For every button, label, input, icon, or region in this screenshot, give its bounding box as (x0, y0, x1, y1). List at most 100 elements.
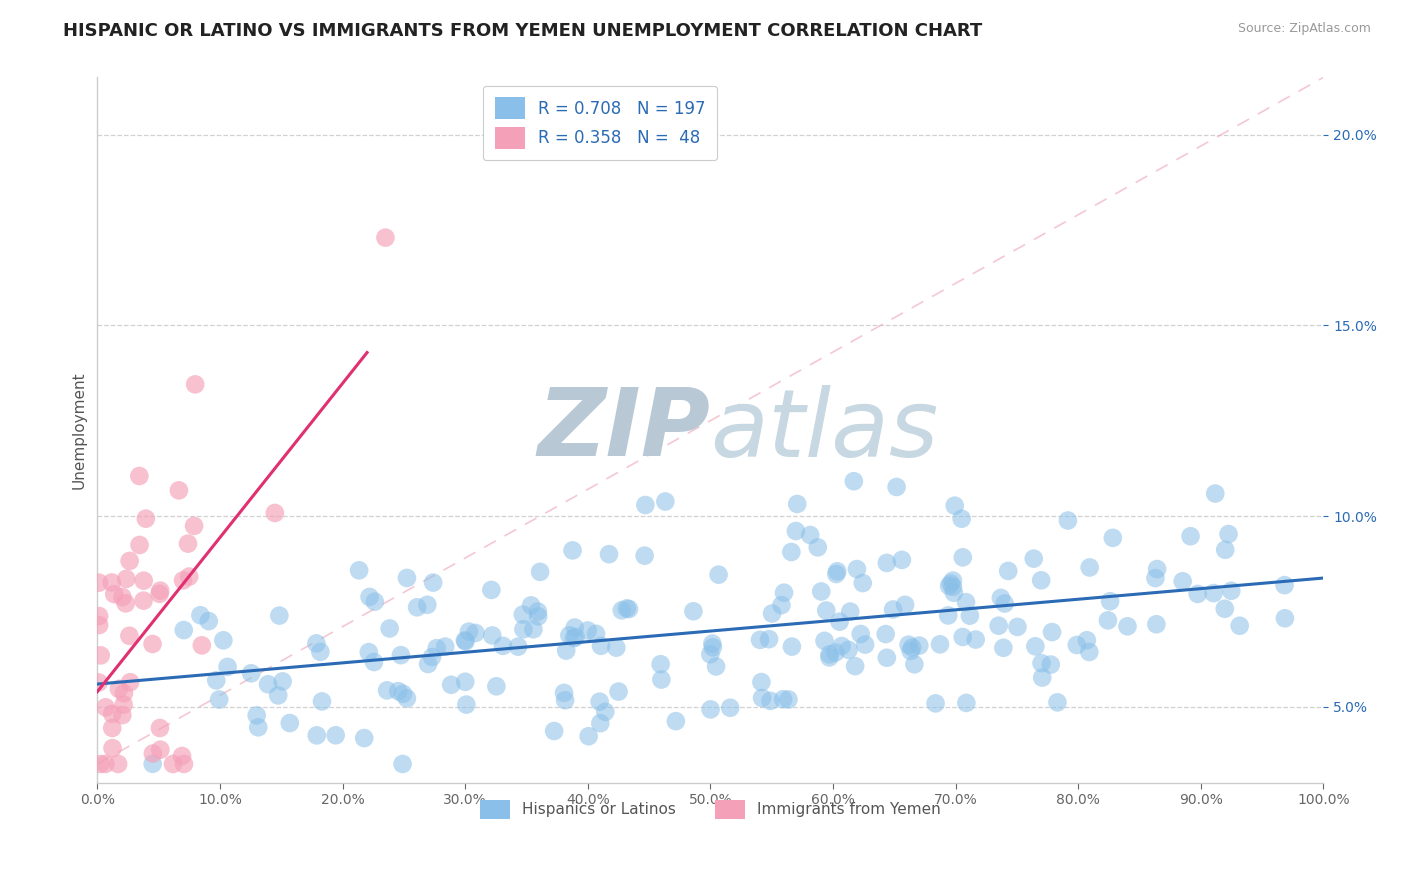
Point (374, 230, 396, 244)
Point (1101, 531, 1123, 545)
Point (633, 549, 655, 563)
Point (938, 579, 960, 593)
Point (440, 678, 463, 692)
Point (598, 547, 620, 561)
Point (359, 590, 381, 604)
Point (89, 609, 111, 624)
Point (588, 695, 610, 709)
Point (561, 543, 583, 558)
Point (844, 659, 866, 673)
Point (543, 724, 565, 739)
Point (454, 634, 477, 648)
Point (464, 626, 486, 640)
Point (149, 742, 172, 756)
Point (707, 567, 730, 582)
Point (522, 622, 544, 636)
Point (481, 628, 503, 642)
Point (650, 673, 672, 687)
Point (1057, 514, 1080, 528)
Point (101, 575, 124, 590)
Point (650, 657, 672, 672)
Point (353, 731, 375, 745)
Point (955, 696, 977, 710)
Point (654, 494, 676, 508)
Point (876, 556, 898, 570)
Point (378, 622, 401, 636)
Point (391, 756, 413, 771)
Point (456, 698, 478, 712)
Point (1229, 618, 1251, 632)
Point (1144, 617, 1167, 632)
Point (890, 553, 912, 567)
Point (325, 728, 347, 742)
Point (1024, 640, 1046, 654)
Point (114, 596, 136, 610)
Point (564, 630, 586, 644)
Point (128, 469, 150, 483)
Point (172, 574, 194, 588)
Point (112, 686, 135, 700)
Point (882, 602, 904, 616)
Point (197, 614, 219, 628)
Point (955, 595, 977, 609)
Y-axis label: Unemployment: Unemployment (72, 371, 86, 489)
Point (422, 575, 444, 590)
Point (825, 566, 848, 581)
Point (853, 638, 876, 652)
Point (479, 582, 502, 597)
Point (813, 633, 835, 648)
Point (364, 594, 387, 608)
Point (1220, 583, 1243, 598)
Point (751, 690, 773, 705)
Point (118, 554, 141, 568)
Point (1078, 560, 1101, 574)
Point (699, 648, 721, 662)
Point (508, 640, 530, 654)
Point (553, 686, 575, 700)
Point (799, 528, 821, 542)
Point (950, 512, 973, 526)
Point (1116, 619, 1139, 633)
Point (167, 483, 190, 498)
Point (217, 660, 239, 674)
Point (959, 608, 981, 623)
Point (162, 756, 184, 771)
Point (825, 564, 848, 578)
Point (184, 377, 207, 392)
Point (454, 674, 477, 689)
Point (1040, 625, 1063, 640)
Point (387, 684, 409, 698)
Point (562, 631, 585, 645)
Point (1039, 657, 1062, 672)
Point (1180, 529, 1202, 543)
Point (607, 684, 630, 698)
Point (173, 623, 195, 637)
Point (1144, 571, 1167, 585)
Point (257, 677, 280, 691)
Point (305, 636, 328, 650)
Point (212, 633, 235, 648)
Point (564, 621, 586, 635)
Point (1202, 586, 1225, 600)
Point (1213, 601, 1236, 615)
Point (838, 643, 860, 657)
Point (89, 618, 111, 632)
Point (807, 541, 830, 555)
Point (246, 708, 269, 723)
Point (936, 608, 959, 623)
Point (128, 538, 150, 552)
Point (173, 756, 195, 771)
Point (120, 675, 142, 690)
Point (558, 628, 581, 642)
Point (1031, 574, 1053, 588)
Point (952, 630, 974, 644)
Point (994, 597, 1017, 611)
Point (454, 633, 477, 648)
Point (191, 638, 214, 652)
Point (818, 648, 841, 662)
Point (426, 641, 449, 656)
Text: HISPANIC OR LATINO VS IMMIGRANTS FROM YEMEN UNEMPLOYMENT CORRELATION CHART: HISPANIC OR LATINO VS IMMIGRANTS FROM YE… (63, 22, 983, 40)
Point (845, 562, 868, 576)
Text: Source: ZipAtlas.com: Source: ZipAtlas.com (1237, 22, 1371, 36)
Point (1022, 551, 1045, 566)
